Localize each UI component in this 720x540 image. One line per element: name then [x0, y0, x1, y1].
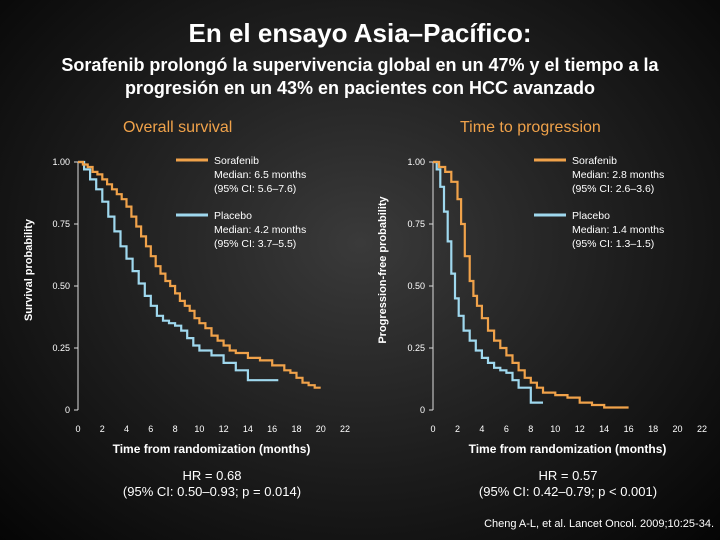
ttp-sorafenib-curve — [433, 160, 629, 409]
os-x-tick-label: 2 — [100, 424, 105, 434]
os-hr-ci: (95% CI: 0.50–0.93; p = 0.014) — [122, 484, 302, 499]
ttp-x-tick-label: 2 — [455, 424, 460, 434]
ttp-panel-title: Time to progression — [460, 119, 601, 136]
ttp-legend-placebo-text: Placebo — [572, 210, 610, 222]
os-x-tick-label: 10 — [194, 424, 204, 434]
os-y-tick-label: 0.50 — [52, 281, 70, 291]
os-y-tick-label: 0.75 — [52, 219, 70, 229]
os-hr: HR = 0.68 — [182, 468, 242, 483]
os-y-axis-label: Survival probability — [23, 218, 35, 321]
os-y-tick-label: 0.25 — [52, 343, 70, 353]
ttp-x-tick-label: 20 — [673, 424, 683, 434]
os-x-tick-label: 4 — [124, 424, 129, 434]
os-x-tick-label: 20 — [316, 424, 326, 434]
ttp-x-tick-label: 10 — [550, 424, 560, 434]
os-hazard-ratio: HR = 0.68 (95% CI: 0.50–0.93; p = 0.014) — [62, 468, 362, 500]
os-legend-placebo-text: Median: 4.2 months — [214, 224, 306, 236]
slide-subtitle: Sorafenib prolongó la supervivencia glob… — [61, 55, 659, 98]
os-x-tick-label: 0 — [75, 424, 80, 434]
os-x-tick-label: 18 — [291, 424, 301, 434]
ttp-x-tick-label: 4 — [479, 424, 484, 434]
os-legend-placebo-text: (95% CI: 3.7–5.5) — [214, 238, 296, 250]
ttp-legend-placebo-text: Median: 1.4 months — [572, 224, 664, 236]
os-x-tick-label: 8 — [173, 424, 178, 434]
ttp-x-tick-label: 12 — [575, 424, 585, 434]
ttp-y-tick-label: 0.25 — [407, 343, 425, 353]
ttp-legend-sorafenib-text: Sorafenib — [572, 155, 617, 167]
os-sorafenib-curve — [78, 160, 321, 389]
ttp-x-tick-label: 18 — [648, 424, 658, 434]
slide-title: En el ensayo Asia–Pacífico: — [188, 18, 532, 48]
ttp-x-tick-label: 8 — [528, 424, 533, 434]
os-x-tick-label: 6 — [148, 424, 153, 434]
ttp-x-tick-label: 16 — [624, 424, 634, 434]
os-legend-sorafenib-text: Sorafenib — [214, 155, 259, 167]
ttp-y-tick-label: 0 — [420, 405, 425, 415]
ttp-legend-sorafenib-text: (95% CI: 2.6–3.6) — [572, 183, 654, 195]
os-x-tick-label: 22 — [340, 424, 350, 434]
ttp-x-tick-label: 14 — [599, 424, 609, 434]
ttp-legend-sorafenib-text: Median: 2.8 months — [572, 169, 664, 181]
ttp-y-axis-label: Progression-free probability — [377, 195, 389, 343]
os-y-tick-label: 1.00 — [52, 157, 70, 167]
ttp-x-tick-label: 22 — [697, 424, 707, 434]
ttp-x-tick-label: 6 — [504, 424, 509, 434]
ttp-y-tick-label: 1.00 — [407, 157, 425, 167]
ttp-legend-placebo-text: (95% CI: 1.3–1.5) — [572, 238, 654, 250]
os-placebo-curve — [78, 160, 279, 382]
os-y-tick-label: 0 — [65, 405, 70, 415]
os-x-tick-label: 12 — [219, 424, 229, 434]
os-panel-title: Overall survival — [123, 119, 233, 136]
ttp-placebo-curve — [433, 160, 543, 404]
ttp-x-tick-label: 0 — [430, 424, 435, 434]
ttp-x-axis-label: Time from randomization (months) — [469, 442, 667, 456]
os-legend-sorafenib-text: Median: 6.5 months — [214, 169, 306, 181]
os-legend-placebo-text: Placebo — [214, 210, 252, 222]
ttp-hr: HR = 0.57 — [538, 468, 598, 483]
ttp-hazard-ratio: HR = 0.57 (95% CI: 0.42–0.79; p < 0.001) — [418, 468, 718, 500]
os-x-tick-label: 16 — [267, 424, 277, 434]
ttp-hr-ci: (95% CI: 0.42–0.79; p < 0.001) — [478, 484, 658, 499]
os-x-tick-label: 14 — [243, 424, 253, 434]
ttp-y-tick-label: 0.50 — [407, 281, 425, 291]
os-legend-sorafenib-text: (95% CI: 5.6–7.6) — [214, 183, 296, 195]
os-x-axis-label: Time from randomization (months) — [113, 442, 311, 456]
ttp-y-tick-label: 0.75 — [407, 219, 425, 229]
citation: Cheng A-L, et al. Lancet Oncol. 2009;10:… — [484, 518, 714, 530]
